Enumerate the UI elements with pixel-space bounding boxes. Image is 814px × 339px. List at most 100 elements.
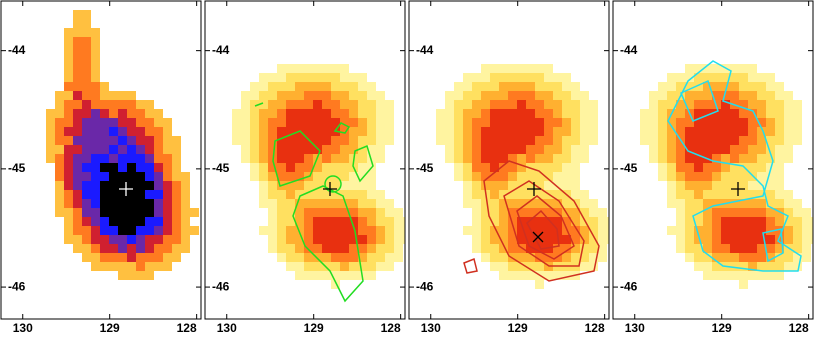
pixel (766, 172, 775, 181)
pixel (775, 217, 784, 226)
pixel (286, 208, 295, 217)
pixel (136, 262, 145, 271)
pixel (694, 145, 703, 154)
pixel (649, 127, 658, 136)
pixel (340, 262, 349, 271)
pixel (73, 136, 82, 145)
pixel (553, 244, 562, 253)
pixel (499, 235, 508, 244)
pixel (73, 46, 82, 55)
pixel (304, 208, 313, 217)
pixel (712, 235, 721, 244)
pixel (64, 46, 73, 55)
pixel (721, 253, 730, 262)
pixel (811, 226, 813, 235)
pixel (667, 100, 676, 109)
pixel (766, 262, 775, 271)
pixel (463, 199, 472, 208)
pixel (295, 253, 304, 262)
pixel (526, 73, 535, 82)
pixel (268, 109, 277, 118)
pixel (739, 127, 748, 136)
panel: 130 129 128 -44 -45 -46 (408, 0, 610, 335)
pixel (277, 64, 286, 73)
pixel (64, 199, 73, 208)
pixel (685, 190, 694, 199)
pixel (472, 199, 481, 208)
pixel (349, 244, 358, 253)
pixel (748, 163, 757, 172)
pixel (367, 262, 376, 271)
pixel (712, 82, 721, 91)
pixel (793, 208, 802, 217)
pixel (793, 235, 802, 244)
pixel (127, 199, 136, 208)
pixel (313, 235, 322, 244)
pixel (358, 235, 367, 244)
pixel (295, 172, 304, 181)
pixel (376, 244, 385, 253)
pixel (154, 244, 163, 253)
pixel (766, 127, 775, 136)
contour (762, 228, 784, 263)
pixel (118, 235, 127, 244)
pixel (571, 118, 580, 127)
pixel (499, 172, 508, 181)
pixel (580, 253, 589, 262)
pixel (703, 244, 712, 253)
pixel (172, 190, 181, 199)
pixel (136, 163, 145, 172)
pixel (508, 136, 517, 145)
pixel (580, 190, 589, 199)
pixel (481, 118, 490, 127)
pixel (46, 118, 55, 127)
pixel (472, 145, 481, 154)
pixel (358, 244, 367, 253)
pixel (517, 190, 526, 199)
pixel (508, 73, 517, 82)
pixel (676, 100, 685, 109)
pixel (667, 226, 676, 235)
pixel (331, 199, 340, 208)
pixel (580, 235, 589, 244)
pixel (712, 190, 721, 199)
pixel (481, 154, 490, 163)
pixel (739, 235, 748, 244)
pixel (331, 82, 340, 91)
pixel (259, 91, 268, 100)
x-tick-label: 130 (13, 321, 33, 335)
pixel (55, 118, 64, 127)
pixel (802, 208, 811, 217)
pixel (154, 145, 163, 154)
pixel (340, 253, 349, 262)
pixel (277, 82, 286, 91)
pixel (340, 235, 349, 244)
pixel (463, 82, 472, 91)
pixel (367, 199, 376, 208)
pixel (766, 118, 775, 127)
pixel (295, 64, 304, 73)
pixel (100, 136, 109, 145)
pixel (667, 145, 676, 154)
pixel (64, 82, 73, 91)
pixel (55, 100, 64, 109)
pixel (349, 100, 358, 109)
pixel (277, 154, 286, 163)
pixel (91, 73, 100, 82)
pixel (136, 226, 145, 235)
pixel (172, 217, 181, 226)
pixel (535, 91, 544, 100)
pixel (589, 136, 598, 145)
pixel (127, 172, 136, 181)
pixel (793, 244, 802, 253)
pixel (82, 253, 91, 262)
pixel (181, 226, 190, 235)
pixel (127, 244, 136, 253)
pixel (286, 82, 295, 91)
pixel (454, 100, 463, 109)
pixel (739, 64, 748, 73)
pixel (367, 91, 376, 100)
pixel (277, 226, 286, 235)
pixel (526, 109, 535, 118)
y-tick-label: -45 (416, 161, 434, 175)
